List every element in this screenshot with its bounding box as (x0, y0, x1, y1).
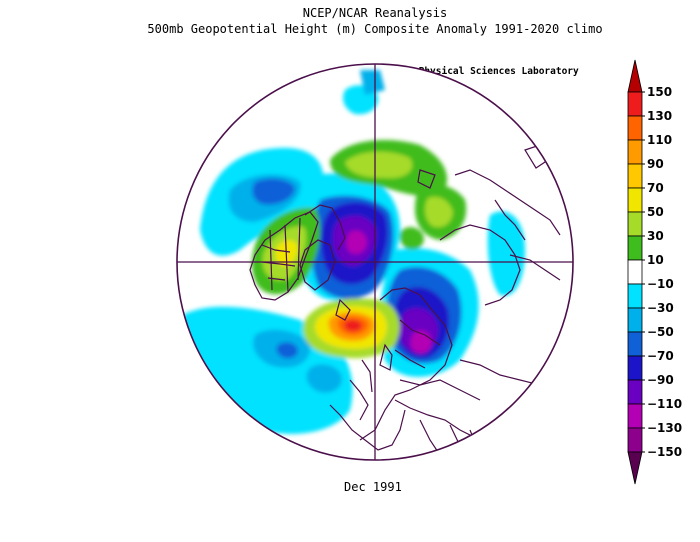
colorbar-label: −150 (647, 445, 682, 459)
colorbar-label: 30 (647, 229, 664, 243)
colorbar-label: −110 (647, 397, 682, 411)
colorbar-swatch (627, 331, 643, 357)
colorbar-swatch (627, 139, 643, 165)
colorbar-swatch (627, 59, 643, 93)
colorbar-swatch (627, 451, 643, 485)
colorbar-label: −70 (647, 349, 674, 363)
colorbar: 150 130 110 90 70 50 30 10 −10 −30 −50 −70 −90 −110 −1… (627, 59, 682, 485)
colorbar-label: −50 (647, 325, 674, 339)
colorbar-label: 130 (647, 109, 672, 123)
colorbar-swatch (627, 259, 643, 285)
colorbar-label: 10 (647, 253, 664, 267)
colorbar-label: 70 (647, 181, 664, 195)
colorbar-swatch (627, 283, 643, 309)
colorbar-label: 110 (647, 133, 672, 147)
colorbar-label: −10 (647, 277, 674, 291)
colorbar-swatch (627, 403, 643, 429)
colorbar-swatch (627, 307, 643, 333)
colorbar-label: 90 (647, 157, 664, 171)
credit-label: NOAA Physical Sciences Laboratory (390, 66, 579, 77)
colorbar-swatch (627, 379, 643, 405)
colorbar-swatch (627, 91, 643, 117)
chart-subtitle: 500mb Geopotential Height (m) Composite … (147, 22, 603, 36)
colorbar-label: −130 (647, 421, 682, 435)
colorbar-label: 50 (647, 205, 664, 219)
colorbar-swatch (627, 235, 643, 261)
colorbar-swatch (627, 427, 643, 453)
chart-title: NCEP/NCAR Reanalysis (302, 6, 448, 20)
colorbar-label: 150 (647, 85, 672, 99)
colorbar-label: −30 (647, 301, 674, 315)
colorbar-swatch (627, 211, 643, 237)
colorbar-swatch (627, 355, 643, 381)
anomaly-field (177, 64, 573, 460)
colorbar-label: −90 (647, 373, 674, 387)
colorbar-swatch (627, 115, 643, 141)
colorbar-swatch (627, 187, 643, 213)
globe-outline (176, 63, 574, 461)
period-label: Dec 1991 (344, 480, 402, 494)
colorbar-swatch (627, 163, 643, 189)
